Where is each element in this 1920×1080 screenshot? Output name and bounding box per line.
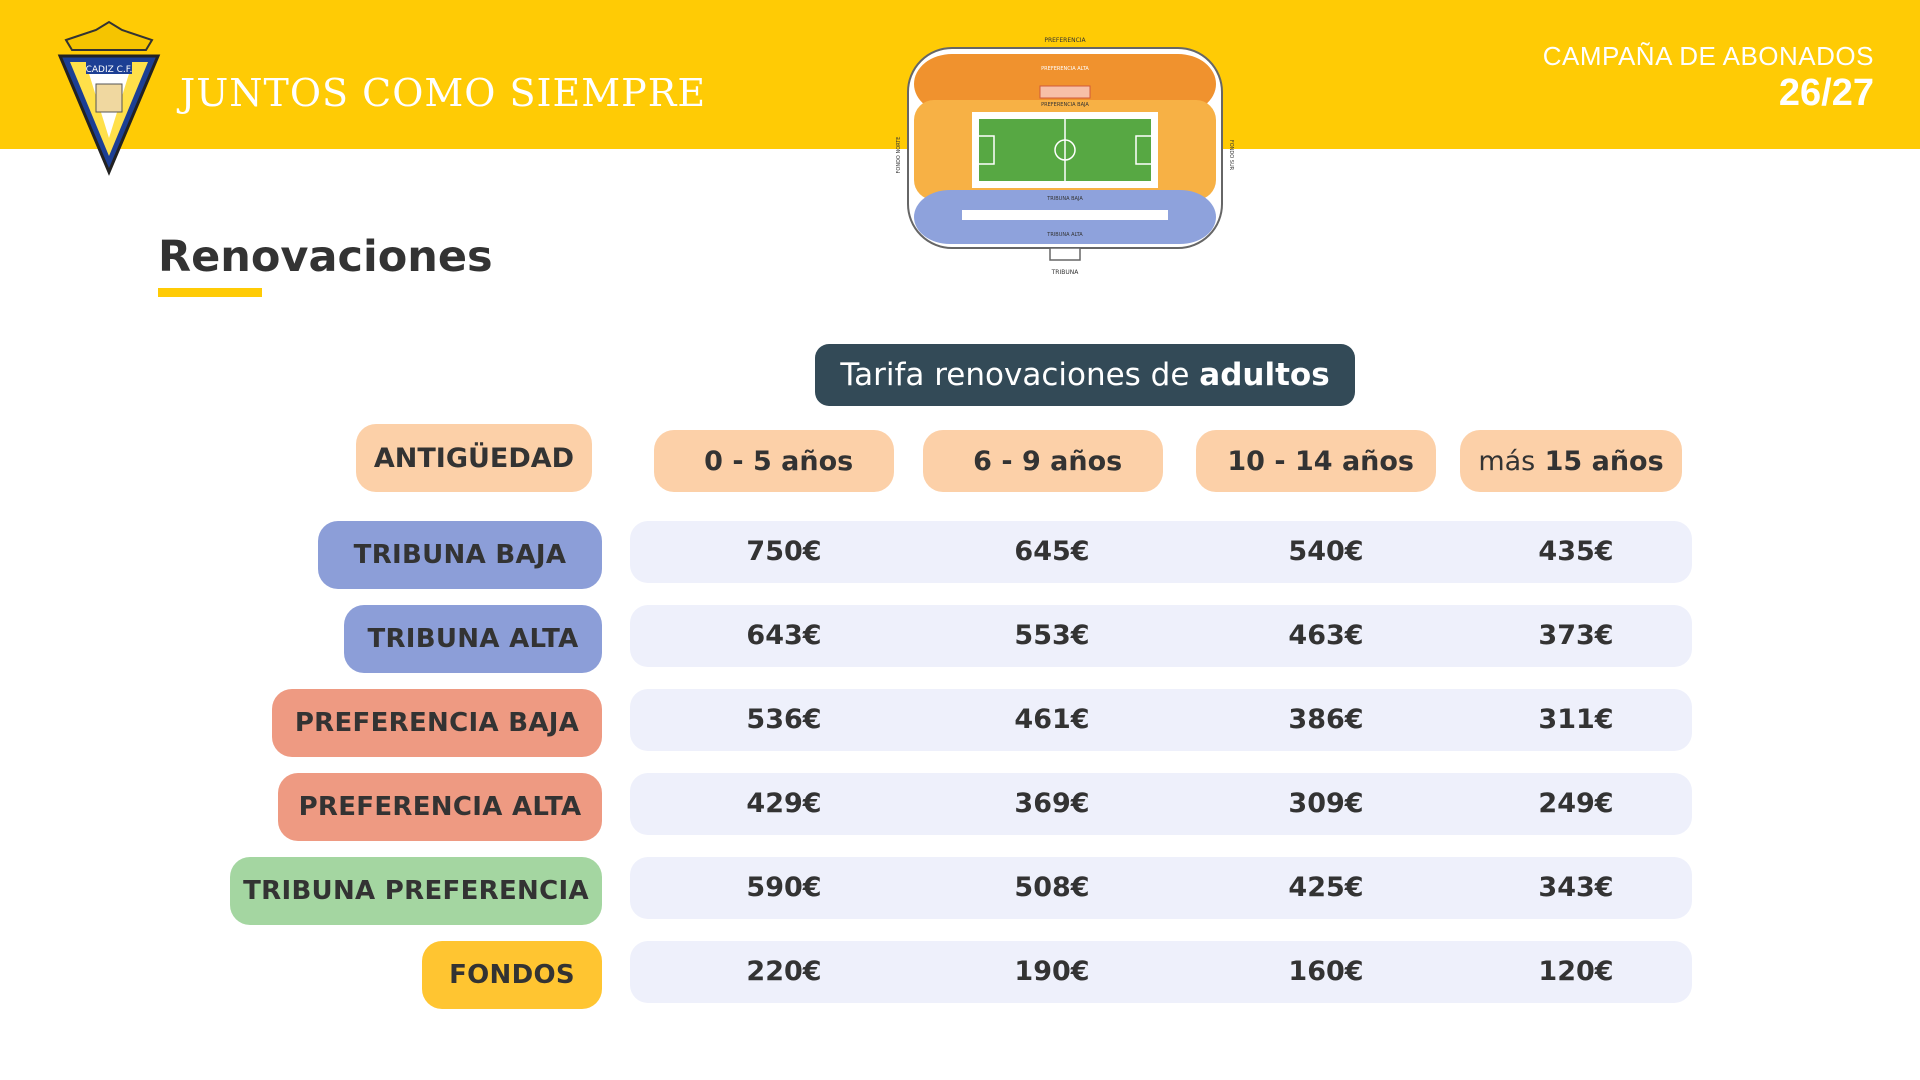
campaign-title: CAMPAÑA DE ABONADOS [1542, 41, 1874, 71]
table-row [630, 521, 1692, 583]
section-underline [158, 288, 262, 297]
column-header-bold: 0 - 5 años [704, 445, 854, 477]
price-cell: 373€ [1538, 620, 1614, 651]
antiguedad-label: ANTIGÜEDAD [373, 442, 575, 474]
map-label-pref-baja: PREFERENCIA BAJA [1041, 102, 1089, 108]
map-label-top: PREFERENCIA [1044, 37, 1086, 44]
table-row [630, 941, 1692, 1003]
price-cell: 343€ [1538, 872, 1614, 903]
column-header: 6 - 9 años [923, 430, 1163, 492]
row-label: FONDOS [422, 941, 602, 1009]
season-label: 26/27 [1778, 72, 1874, 114]
price-cell: 461€ [1014, 704, 1090, 735]
price-cell: 750€ [746, 536, 822, 567]
price-cell: 249€ [1538, 788, 1614, 819]
row-label: TRIBUNA ALTA [344, 605, 602, 673]
map-label-bottom: TRIBUNA [1051, 269, 1080, 276]
antiguedad-header: ANTIGÜEDAD [356, 424, 592, 492]
table-row [630, 689, 1692, 751]
tariff-title-bold: adultos [1199, 357, 1330, 393]
stadium-map: PREFERENCIA PREFERENCIA ALTA PREFERENCIA… [896, 37, 1234, 276]
tariff-title: Tarifa renovaciones de adultos [815, 344, 1355, 406]
column-header: más 15 años [1460, 430, 1682, 492]
row-label: PREFERENCIA BAJA [272, 689, 602, 757]
section-title: Renovaciones [158, 232, 493, 282]
price-cell: 311€ [1538, 704, 1614, 735]
svg-text:CADIZ C.F.: CADIZ C.F. [86, 65, 133, 75]
map-label-trib-baja: TRIBUNA BAJA [1046, 196, 1083, 202]
price-cell: 540€ [1288, 536, 1364, 567]
price-cell: 508€ [1014, 872, 1090, 903]
price-cell: 369€ [1014, 788, 1090, 819]
campaign-block: CAMPAÑA DE ABONADOS 26/27 [1543, 40, 1874, 114]
column-header: 0 - 5 años [654, 430, 894, 492]
cadiz-crest-logo: CADIZ C.F. [57, 20, 161, 176]
column-header: 10 - 14 años [1196, 430, 1436, 492]
row-label: TRIBUNA PREFERENCIA [230, 857, 602, 925]
table-row [630, 857, 1692, 919]
price-cell: 463€ [1288, 620, 1364, 651]
price-cell: 435€ [1538, 536, 1614, 567]
price-cell: 386€ [1288, 704, 1364, 735]
price-cell: 120€ [1538, 956, 1614, 987]
column-header-thin: más [1478, 445, 1536, 477]
map-label-right: FONDO SUR [1228, 140, 1234, 171]
map-label-left: FONDO NORTE [896, 137, 902, 174]
price-cell: 425€ [1288, 872, 1364, 903]
row-label: PREFERENCIA ALTA [278, 773, 602, 841]
tariff-title-prefix: Tarifa renovaciones de [840, 357, 1190, 393]
column-header-bold: 10 - 14 años [1227, 445, 1415, 477]
column-header-bold: 6 - 9 años [973, 445, 1123, 477]
table-row [630, 773, 1692, 835]
price-cell: 553€ [1014, 620, 1090, 651]
map-label-pref-alta: PREFERENCIA ALTA [1041, 66, 1089, 72]
price-cell: 220€ [746, 956, 822, 987]
price-cell: 160€ [1288, 956, 1364, 987]
slogan: JUNTOS COMO SIEMPRE [180, 71, 707, 115]
price-cell: 536€ [746, 704, 822, 735]
price-cell: 190€ [1014, 956, 1090, 987]
price-cell: 429€ [746, 788, 822, 819]
column-header-bold: 15 años [1544, 445, 1664, 477]
map-label-trib-alta: TRIBUNA ALTA [1046, 232, 1083, 238]
row-label: TRIBUNA BAJA [318, 521, 602, 589]
price-cell: 309€ [1288, 788, 1364, 819]
price-cell: 590€ [746, 872, 822, 903]
table-row [630, 605, 1692, 667]
price-cell: 645€ [1014, 536, 1090, 567]
price-cell: 643€ [746, 620, 822, 651]
